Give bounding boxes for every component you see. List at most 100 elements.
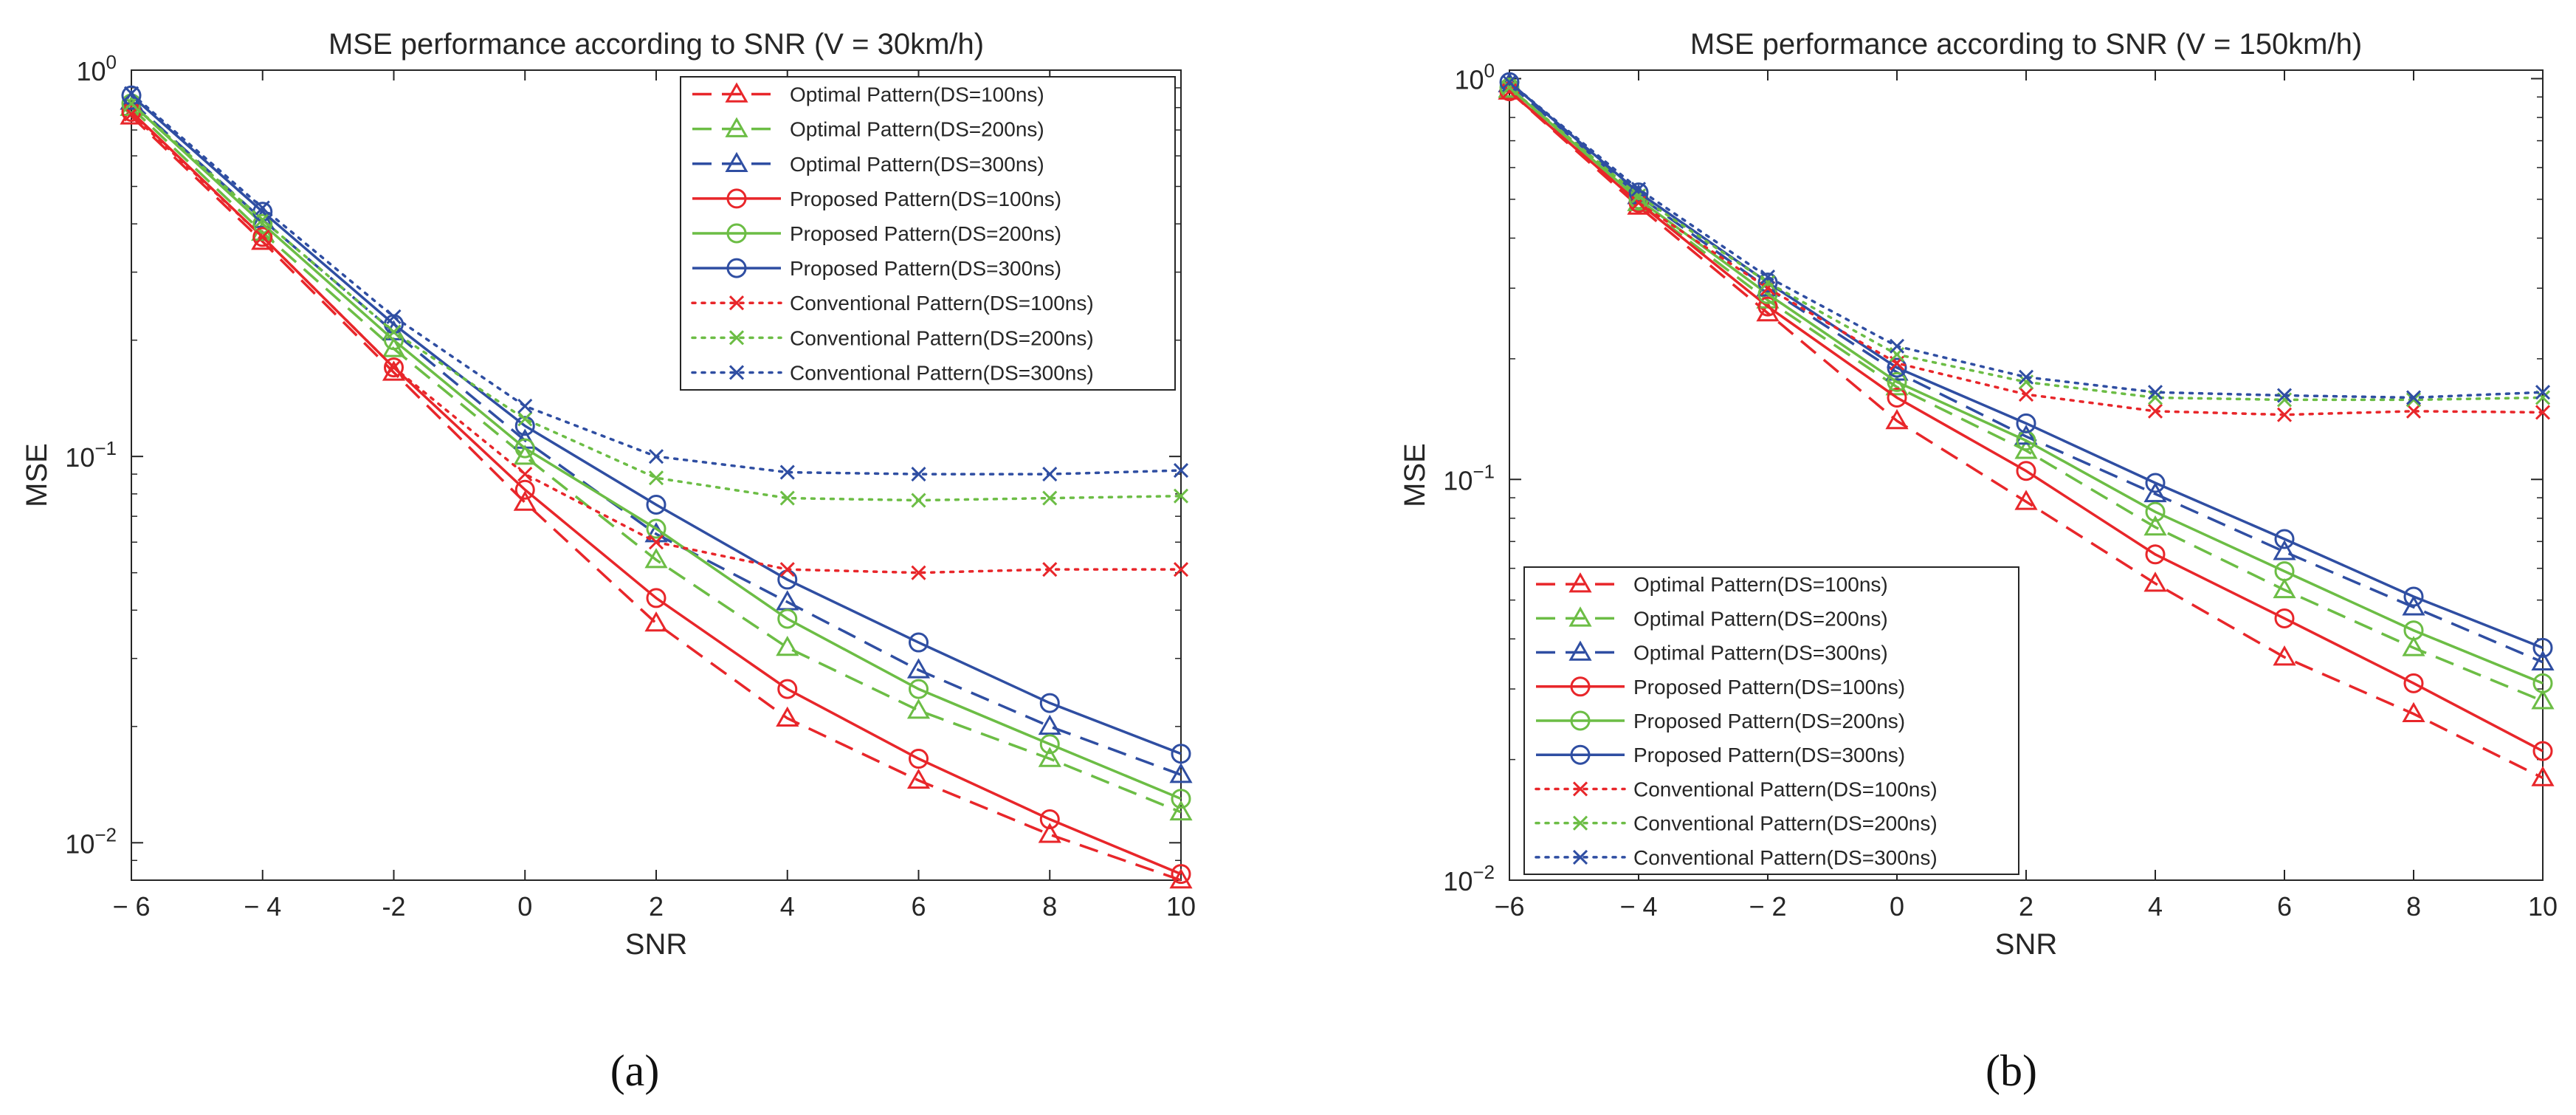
data-point <box>1887 357 1907 378</box>
series-line <box>1508 80 2544 399</box>
data-point <box>911 467 926 482</box>
series-line <box>130 106 1182 814</box>
data-point <box>2016 461 2036 481</box>
x-tick-label: − 6 <box>112 891 150 922</box>
data-point <box>2405 390 2422 405</box>
legend-marker <box>1572 781 1588 797</box>
data-point <box>1499 78 1520 98</box>
x-tick-label: 6 <box>911 891 926 922</box>
data-point <box>1501 75 1518 90</box>
data-point <box>2402 595 2425 616</box>
legend-item: Proposed Pattern(DS=100ns) <box>692 188 1061 210</box>
legend-marker <box>1568 640 1592 661</box>
legend-label: Proposed Pattern(DS=200ns) <box>1633 710 1905 733</box>
y-tick-label: 10−1 <box>1443 460 1495 495</box>
legend-label: Optimal Pattern(DS=200ns) <box>790 118 1044 141</box>
x-tick-label: 0 <box>517 891 532 922</box>
data-point <box>1887 387 1907 408</box>
data-point <box>2274 529 2295 549</box>
legend-item: Conventional Pattern(DS=200ns) <box>1535 812 1938 835</box>
data-point <box>255 229 270 244</box>
data-point <box>1885 375 1909 396</box>
data-point <box>1038 714 1061 735</box>
legend-label: Optimal Pattern(DS=200ns) <box>1633 607 1888 630</box>
legend-marker <box>729 295 745 311</box>
y-axis-label: MSE <box>21 443 53 507</box>
data-point <box>911 493 926 508</box>
legend-marker <box>1572 849 1588 865</box>
data-point <box>2014 490 2038 510</box>
legend-item: Proposed Pattern(DS=300ns) <box>1536 744 1905 766</box>
data-point <box>1885 408 1909 430</box>
series-conventional-pattern-ds-200ns <box>123 96 1189 508</box>
legend-label: Proposed Pattern(DS=300ns) <box>790 257 1061 280</box>
x-tick-label: 4 <box>2148 891 2163 922</box>
data-point <box>2532 673 2553 693</box>
y-axis-label: MSE <box>1399 443 1431 507</box>
legend-label: Conventional Pattern(DS=100ns) <box>790 292 1094 315</box>
data-point <box>2273 540 2296 560</box>
data-point <box>1039 809 1060 830</box>
data-point <box>514 416 535 436</box>
y-tick-label: 100 <box>76 51 117 86</box>
data-point <box>2405 403 2422 419</box>
legend-marker <box>725 117 748 137</box>
x-tick-label: 2 <box>2019 891 2033 922</box>
data-point <box>384 357 404 378</box>
data-point <box>1042 467 1058 482</box>
data-point <box>909 749 929 769</box>
x-tick-label: 10 <box>1166 891 1196 922</box>
data-point <box>648 470 664 486</box>
data-point <box>517 398 533 414</box>
data-point <box>2274 561 2295 582</box>
legend-marker <box>725 82 748 103</box>
data-point <box>2273 645 2296 666</box>
series-line <box>130 102 1182 800</box>
legend-label: Proposed Pattern(DS=100ns) <box>790 188 1061 210</box>
legend-item: Conventional Pattern(DS=100ns) <box>1535 778 1938 800</box>
data-point <box>1038 747 1061 767</box>
legend-marker <box>1568 572 1592 593</box>
x-axis-label: SNR <box>1995 928 2057 961</box>
legend: Optimal Pattern(DS=100ns) Optimal Pattern… <box>1523 566 2019 875</box>
series-line <box>1508 90 2544 780</box>
x-axis-label: SNR <box>625 928 687 961</box>
legend-label: Proposed Pattern(DS=200ns) <box>790 222 1061 245</box>
series-conventional-pattern-ds-300ns <box>123 86 1189 482</box>
legend-marker <box>726 223 747 244</box>
data-point <box>646 495 667 515</box>
legend: Optimal Pattern(DS=100ns) Optimal Pattern… <box>680 76 1176 391</box>
series-line <box>130 100 1182 776</box>
data-point <box>776 706 799 727</box>
data-point <box>2016 413 2036 433</box>
data-point <box>123 86 140 101</box>
series-optimal-pattern-ds-100ns <box>1498 79 2555 786</box>
data-point <box>513 490 537 511</box>
series-proposed-pattern-ds-200ns <box>121 93 1191 809</box>
legend-item: Conventional Pattern(DS=200ns) <box>691 326 1094 349</box>
data-point <box>517 467 533 482</box>
data-point <box>2143 515 2167 536</box>
x-tick-label: 2 <box>649 891 664 922</box>
legend-marker <box>1572 815 1588 831</box>
series-line <box>130 115 1182 882</box>
data-point <box>2535 405 2551 420</box>
data-point <box>1757 296 1778 317</box>
data-point <box>2018 369 2034 385</box>
legend-item: Optimal Pattern(DS=100ns) <box>692 82 1044 106</box>
legend-item: Proposed Pattern(DS=200ns) <box>692 222 1061 245</box>
data-point <box>1169 800 1193 821</box>
series-conventional-pattern-ds-100ns <box>1501 83 2551 422</box>
data-point <box>2147 403 2163 419</box>
data-point <box>1173 562 1189 577</box>
data-point <box>1630 182 1647 197</box>
x-tick-label: − 2 <box>1749 891 1786 922</box>
data-point <box>779 490 795 506</box>
data-point <box>2274 608 2295 628</box>
legend-label: Optimal Pattern(DS=100ns) <box>1633 573 1888 596</box>
y-tick-label: 10−2 <box>1443 861 1495 896</box>
data-point <box>2273 577 2296 599</box>
data-point <box>2402 701 2425 723</box>
series-line <box>1508 89 2544 416</box>
panel-label: (b) <box>1986 1046 2037 1095</box>
